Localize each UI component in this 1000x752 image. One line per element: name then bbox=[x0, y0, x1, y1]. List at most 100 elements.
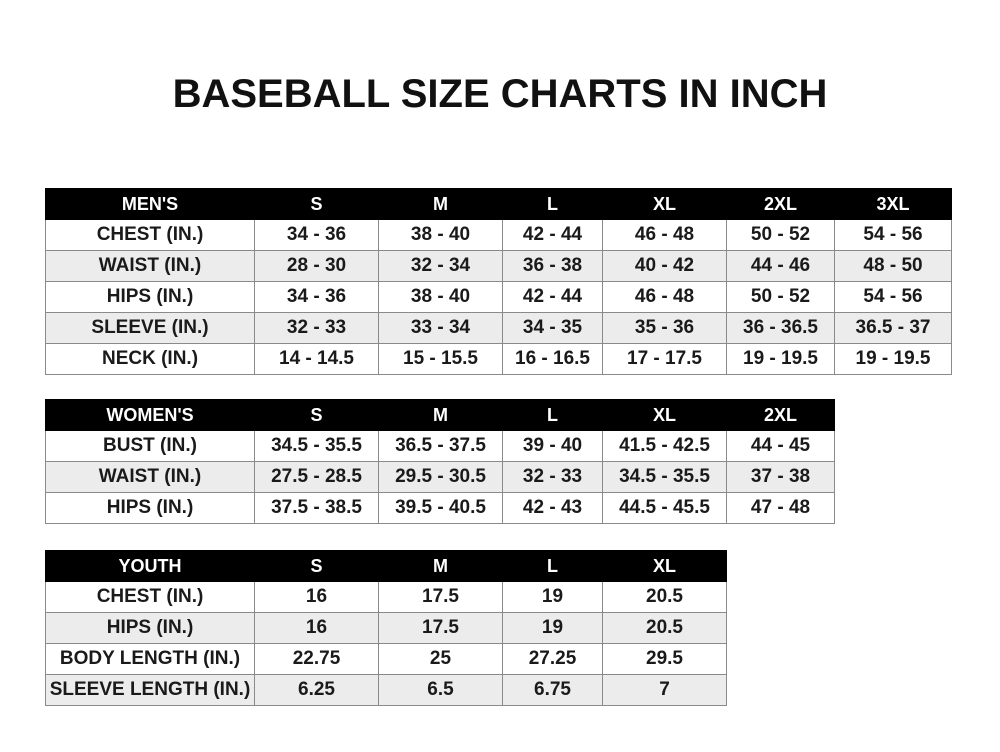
size-value: 46 - 48 bbox=[602, 219, 727, 251]
size-header: XL bbox=[602, 550, 727, 582]
womens-size-table: WOMEN'S S M L XL 2XL BUST (IN.) 34.5 - 35.5 36.5… bbox=[45, 399, 835, 524]
size-value: 25 bbox=[378, 643, 503, 675]
table-row: CHEST (IN.) 16 17.5 19 20.5 bbox=[45, 581, 727, 613]
table-row: SLEEVE (IN.) 32 - 33 33 - 34 34 - 35 35 - 36… bbox=[45, 312, 952, 344]
size-value: 42 - 44 bbox=[502, 219, 603, 251]
size-value: 29.5 - 30.5 bbox=[378, 461, 503, 493]
size-header: M bbox=[378, 550, 503, 582]
size-value: 19 bbox=[502, 581, 603, 613]
size-value: 36 - 36.5 bbox=[726, 312, 835, 344]
size-header: 2XL bbox=[726, 399, 835, 431]
size-value: 42 - 43 bbox=[502, 492, 603, 524]
measurement-label: HIPS (IN.) bbox=[45, 612, 255, 644]
size-value: 28 - 30 bbox=[254, 250, 379, 282]
size-value: 15 - 15.5 bbox=[378, 343, 503, 375]
size-header: S bbox=[254, 399, 379, 431]
size-value: 46 - 48 bbox=[602, 281, 727, 313]
measurement-label: SLEEVE LENGTH (IN.) bbox=[45, 674, 255, 706]
size-header: L bbox=[502, 188, 603, 220]
table-row: HIPS (IN.) 34 - 36 38 - 40 42 - 44 46 - 48 50… bbox=[45, 281, 952, 313]
size-value: 50 - 52 bbox=[726, 281, 835, 313]
size-value: 19 bbox=[502, 612, 603, 644]
size-header: L bbox=[502, 550, 603, 582]
size-value: 36 - 38 bbox=[502, 250, 603, 282]
size-value: 34 - 36 bbox=[254, 219, 379, 251]
category-header: WOMEN'S bbox=[45, 399, 255, 431]
table-row: BUST (IN.) 34.5 - 35.5 36.5 - 37.5 39 - 40 4… bbox=[45, 430, 835, 462]
table-row: WAIST (IN.) 28 - 30 32 - 34 36 - 38 40 - 42 4… bbox=[45, 250, 952, 282]
table-row: HIPS (IN.) 16 17.5 19 20.5 bbox=[45, 612, 727, 644]
size-header: 2XL bbox=[726, 188, 835, 220]
table-row: CHEST (IN.) 34 - 36 38 - 40 42 - 44 46 - 48 5… bbox=[45, 219, 952, 251]
size-value: 34.5 - 35.5 bbox=[602, 461, 727, 493]
size-header: XL bbox=[602, 188, 727, 220]
size-value: 44 - 46 bbox=[726, 250, 835, 282]
size-header: M bbox=[378, 188, 503, 220]
size-value: 39 - 40 bbox=[502, 430, 603, 462]
category-header: MEN'S bbox=[45, 188, 255, 220]
size-header: S bbox=[254, 550, 379, 582]
table-row: WAIST (IN.) 27.5 - 28.5 29.5 - 30.5 32 - 33… bbox=[45, 461, 835, 493]
measurement-label: HIPS (IN.) bbox=[45, 492, 255, 524]
size-value: 32 - 33 bbox=[502, 461, 603, 493]
measurement-label: NECK (IN.) bbox=[45, 343, 255, 375]
size-value: 37 - 38 bbox=[726, 461, 835, 493]
size-value: 20.5 bbox=[602, 581, 727, 613]
size-value: 36.5 - 37 bbox=[834, 312, 952, 344]
size-header: L bbox=[502, 399, 603, 431]
measurement-label: BUST (IN.) bbox=[45, 430, 255, 462]
size-value: 17 - 17.5 bbox=[602, 343, 727, 375]
size-header: S bbox=[254, 188, 379, 220]
size-value: 38 - 40 bbox=[378, 281, 503, 313]
size-value: 33 - 34 bbox=[378, 312, 503, 344]
size-value: 39.5 - 40.5 bbox=[378, 492, 503, 524]
size-value: 32 - 34 bbox=[378, 250, 503, 282]
table-row: HIPS (IN.) 37.5 - 38.5 39.5 - 40.5 42 - 43 4… bbox=[45, 492, 835, 524]
size-value: 35 - 36 bbox=[602, 312, 727, 344]
page-title: BASEBALL SIZE CHARTS IN INCH bbox=[172, 72, 828, 116]
size-value: 19 - 19.5 bbox=[726, 343, 835, 375]
measurement-label: WAIST (IN.) bbox=[45, 461, 255, 493]
size-value: 41.5 - 42.5 bbox=[602, 430, 727, 462]
size-value: 50 - 52 bbox=[726, 219, 835, 251]
size-value: 47 - 48 bbox=[726, 492, 835, 524]
size-value: 44 - 45 bbox=[726, 430, 835, 462]
size-value: 48 - 50 bbox=[834, 250, 952, 282]
size-value: 54 - 56 bbox=[834, 219, 952, 251]
table-row: BODY LENGTH (IN.) 22.75 25 27.25 29.5 bbox=[45, 643, 727, 675]
size-value: 34.5 - 35.5 bbox=[254, 430, 379, 462]
table-row: NECK (IN.) 14 - 14.5 15 - 15.5 16 - 16.5 17 … bbox=[45, 343, 952, 375]
size-header: M bbox=[378, 399, 503, 431]
size-value: 38 - 40 bbox=[378, 219, 503, 251]
size-value: 14 - 14.5 bbox=[254, 343, 379, 375]
size-value: 36.5 - 37.5 bbox=[378, 430, 503, 462]
size-value: 34 - 36 bbox=[254, 281, 379, 313]
size-value: 42 - 44 bbox=[502, 281, 603, 313]
size-value: 19 - 19.5 bbox=[834, 343, 952, 375]
measurement-label: WAIST (IN.) bbox=[45, 250, 255, 282]
size-value: 6.25 bbox=[254, 674, 379, 706]
size-value: 40 - 42 bbox=[602, 250, 727, 282]
youth-size-table: YOUTH S M L XL CHEST (IN.) 16 17.5 19 20.5 HIPS (I… bbox=[45, 550, 727, 706]
size-value: 22.75 bbox=[254, 643, 379, 675]
size-value: 34 - 35 bbox=[502, 312, 603, 344]
size-value: 32 - 33 bbox=[254, 312, 379, 344]
size-header: 3XL bbox=[834, 188, 952, 220]
header-row: WOMEN'S S M L XL 2XL bbox=[45, 399, 835, 431]
measurement-label: CHEST (IN.) bbox=[45, 219, 255, 251]
measurement-label: CHEST (IN.) bbox=[45, 581, 255, 613]
category-header: YOUTH bbox=[45, 550, 255, 582]
table-row: SLEEVE LENGTH (IN.) 6.25 6.5 6.75 7 bbox=[45, 674, 727, 706]
size-value: 27.5 - 28.5 bbox=[254, 461, 379, 493]
size-value: 16 bbox=[254, 581, 379, 613]
size-value: 54 - 56 bbox=[834, 281, 952, 313]
size-value: 37.5 - 38.5 bbox=[254, 492, 379, 524]
size-value: 6.5 bbox=[378, 674, 503, 706]
header-row: MEN'S S M L XL 2XL 3XL bbox=[45, 188, 952, 220]
mens-size-table: MEN'S S M L XL 2XL 3XL CHEST (IN.) 34 - 36 38 - 4… bbox=[45, 188, 952, 375]
size-value: 27.25 bbox=[502, 643, 603, 675]
size-header: XL bbox=[602, 399, 727, 431]
size-value: 29.5 bbox=[602, 643, 727, 675]
size-value: 6.75 bbox=[502, 674, 603, 706]
size-value: 44.5 - 45.5 bbox=[602, 492, 727, 524]
